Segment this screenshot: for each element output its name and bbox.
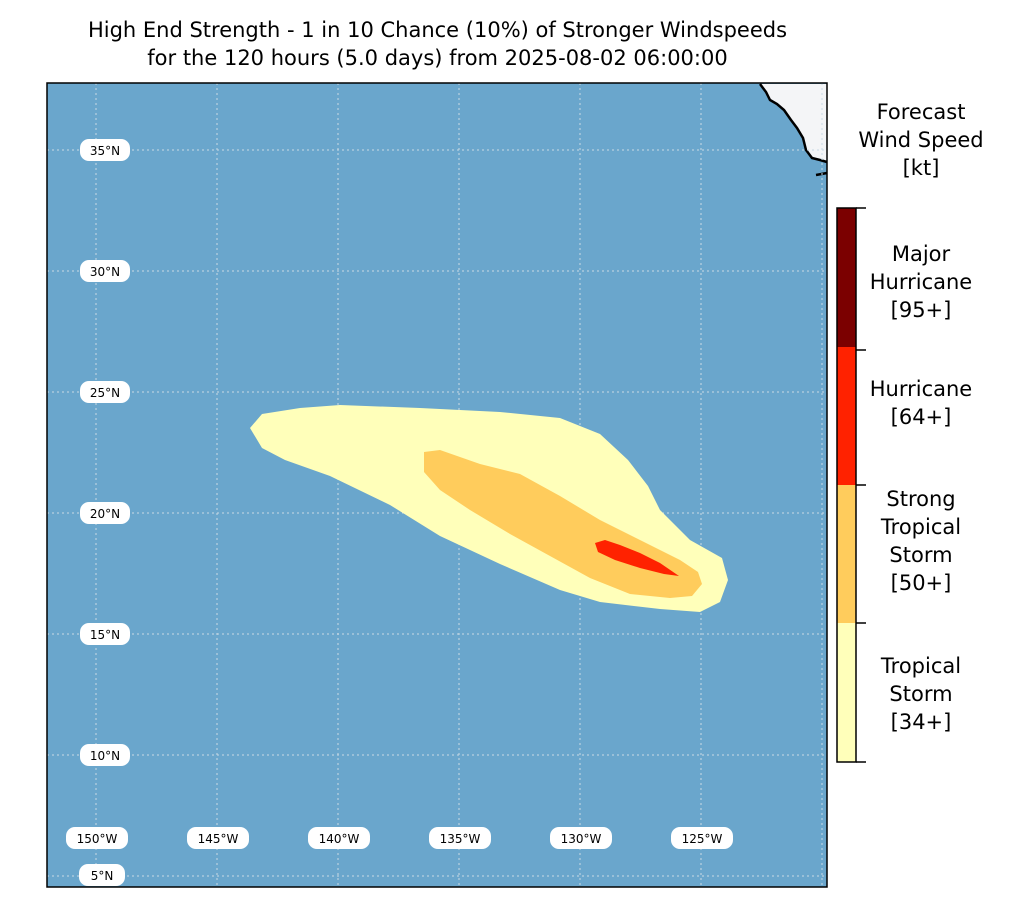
colorbar-title-line-2: Wind Speed <box>858 128 984 152</box>
lat-label-box-15 <box>80 623 130 645</box>
lat-label-15: 15°N <box>90 628 120 642</box>
lon-label-box-125 <box>671 827 733 849</box>
lon-label-box-140 <box>308 827 370 849</box>
lat-label-box-5 <box>79 864 125 886</box>
chart-title: High End Strength - 1 in 10 Chance (10%)… <box>0 16 875 72</box>
lat-label-5: 5°N <box>91 869 114 883</box>
lat-label-box-10 <box>80 744 130 766</box>
lon-label-135: 135°W <box>440 832 481 846</box>
colorbar-title-line-3: [kt] <box>902 156 940 180</box>
lon-label-150: 150°W <box>77 832 118 846</box>
lon-label-130: 130°W <box>561 832 602 846</box>
colorbar-segment-major-hurricane <box>837 208 856 347</box>
title-line-1: High End Strength - 1 in 10 Chance (10%)… <box>87 18 788 42</box>
colorbar-title: Forecast Wind Speed [kt] <box>838 98 1004 182</box>
lon-label-box-135 <box>429 827 491 849</box>
lon-label-140: 140°W <box>319 832 360 846</box>
lat-label-box-30 <box>80 260 130 282</box>
lat-label-box-20 <box>80 502 130 524</box>
lat-labels: 35°N 30°N 25°N 20°N 15°N 10°N 5°N <box>79 139 130 886</box>
lat-label-10: 10°N <box>90 749 120 763</box>
colorbar-segment-hurricane <box>837 347 856 485</box>
lon-label-145: 145°W <box>198 832 239 846</box>
colorbar-ticks <box>856 207 866 763</box>
map-frame <box>46 82 828 888</box>
colorbar-label-hurricane: Hurricane [64+] <box>869 377 973 429</box>
colorbar-segment-tropical-storm <box>837 623 856 762</box>
lon-label-box-130 <box>550 827 612 849</box>
lon-labels: 150°W 145°W 140°W 135°W 130°W 125°W <box>66 827 733 849</box>
lon-label-box-150 <box>66 827 128 849</box>
colorbar-title-line-1: Forecast <box>876 100 966 124</box>
colorbar-label-strong-tropical-storm: Strong Tropical Storm [50+] <box>880 487 962 595</box>
colorbar-label-tropical-storm: Tropical Storm [34+] <box>880 654 962 734</box>
lat-label-25: 25°N <box>90 386 120 400</box>
colorbar <box>836 207 866 763</box>
colorbar-label-major-hurricane: Major Hurricane [95+] <box>869 242 973 322</box>
lat-label-30: 30°N <box>90 265 120 279</box>
lat-label-box-35 <box>80 139 130 161</box>
lon-label-125: 125°W <box>682 832 723 846</box>
hurricane-swath <box>595 540 679 576</box>
colorbar-segment-strong-tropical-storm <box>837 485 856 623</box>
gridlines <box>47 83 827 887</box>
lat-label-20: 20°N <box>90 507 120 521</box>
lat-label-box-25 <box>80 381 130 403</box>
lat-label-35: 35°N <box>90 144 120 158</box>
lon-label-box-145 <box>187 827 249 849</box>
title-line-2: for the 120 hours (5.0 days) from 2025-0… <box>147 46 728 70</box>
